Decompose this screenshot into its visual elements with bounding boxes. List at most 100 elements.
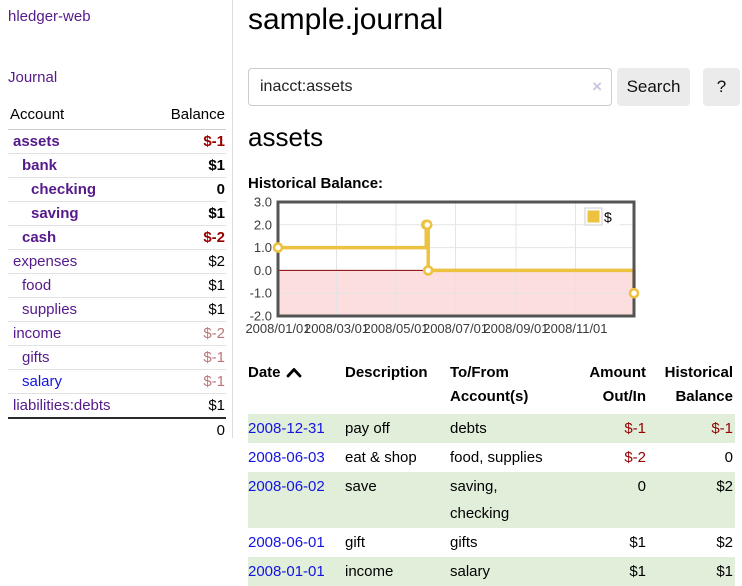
transaction-description: income	[345, 563, 394, 580]
transaction-accounts: debts	[450, 420, 487, 437]
historical-balance-chart: $3.0 2.0 1.0 0.0 -1.0 -2.02008/01/012008/03/0…	[245, 196, 640, 336]
transaction-accounts: food, supplies	[450, 449, 543, 466]
transaction-balance: $2	[716, 478, 733, 495]
transaction-row[interactable]: 2008-06-02 save saving, checking 0 $2	[248, 472, 735, 528]
account-row: saving $1	[8, 201, 226, 226]
transaction-description: save	[345, 478, 377, 495]
svg-text:2008/09/01: 2008/09/01	[483, 321, 548, 336]
register-table: Date Description To/From Account(s) Amou…	[248, 359, 735, 586]
help-button[interactable]: ?	[703, 68, 740, 106]
balance-column-header: Historical Balance	[664, 364, 733, 405]
transaction-date-link[interactable]: 2008-12-31	[248, 420, 325, 437]
balance-column-header: Balance	[147, 102, 226, 130]
accounts-table-header: Account Balance	[8, 102, 226, 130]
svg-text:$: $	[604, 209, 612, 225]
transaction-accounts: salary	[450, 563, 491, 580]
transaction-description: gift	[345, 534, 366, 551]
account-link[interactable]: liabilities:debts	[13, 397, 111, 414]
search-input[interactable]	[248, 68, 612, 106]
account-row: gifts $-1	[8, 345, 226, 370]
account-link[interactable]: checking	[31, 181, 97, 198]
account-balance: $-1	[147, 129, 226, 154]
transaction-accounts: gifts	[450, 534, 478, 551]
account-row: food $1	[8, 273, 226, 298]
svg-text:-2.0: -2.0	[250, 309, 272, 324]
account-link[interactable]: supplies	[22, 301, 78, 318]
account-row: cash $-2	[8, 225, 226, 250]
account-balance: $1	[147, 393, 226, 419]
transaction-row[interactable]: 2008-12-31 pay off debts $-1 $-1	[248, 414, 735, 443]
page-title: sample.journal	[248, 3, 444, 36]
account-link[interactable]: gifts	[22, 349, 50, 366]
account-link[interactable]: assets	[13, 133, 60, 150]
transaction-amount: $-1	[624, 420, 646, 437]
account-balance: $1	[147, 201, 226, 226]
app-brand-link[interactable]: hledger-web	[8, 8, 91, 25]
account-row: assets $-1	[8, 129, 226, 154]
svg-text:3.0: 3.0	[254, 196, 272, 210]
svg-text:-1.0: -1.0	[250, 286, 272, 301]
transaction-date-link[interactable]: 2008-01-01	[248, 563, 325, 580]
account-link[interactable]: bank	[22, 157, 58, 174]
account-balance: $1	[147, 297, 226, 322]
account-balance: $1	[147, 153, 226, 178]
transaction-date-link[interactable]: 2008-06-03	[248, 449, 325, 466]
main-content: sample.journal × Search ? assets Histori…	[245, 0, 742, 586]
transaction-description: eat & shop	[345, 449, 417, 466]
transaction-amount: $1	[629, 534, 646, 551]
transaction-amount: 0	[637, 478, 646, 495]
account-row: checking 0	[8, 177, 226, 202]
accounts-balance-table: Account Balance assets $-1 bank $1 checking 0…	[8, 102, 226, 442]
transaction-accounts: saving, checking	[450, 478, 510, 522]
chart-title: Historical Balance:	[248, 175, 384, 192]
account-balance: 0	[147, 177, 226, 202]
accounts-total-row: 0	[8, 417, 226, 442]
account-row: salary $-1	[8, 369, 226, 394]
search-button[interactable]: Search	[617, 68, 690, 106]
account-row: expenses $2	[8, 249, 226, 274]
svg-text:2008/03/01: 2008/03/01	[304, 321, 369, 336]
date-column-header[interactable]: Date	[248, 359, 345, 414]
account-link[interactable]: expenses	[13, 253, 78, 270]
transaction-balance: $-1	[711, 420, 733, 437]
account-row: income $-2	[8, 321, 226, 346]
svg-text:2008/07/01: 2008/07/01	[423, 321, 488, 336]
account-balance: $-2	[147, 225, 226, 250]
description-column-header: Description	[345, 364, 428, 381]
account-heading: assets	[248, 122, 324, 152]
account-balance: $2	[147, 249, 226, 274]
transaction-amount: $1	[629, 563, 646, 580]
account-row: liabilities:debts $1	[8, 393, 226, 419]
account-link[interactable]: food	[22, 277, 52, 294]
account-link[interactable]: saving	[31, 205, 79, 222]
transaction-balance: $1	[716, 563, 733, 580]
transaction-date-link[interactable]: 2008-06-02	[248, 478, 325, 495]
account-link[interactable]: income	[13, 325, 62, 342]
transaction-date-link[interactable]: 2008-06-01	[248, 534, 325, 551]
svg-text:2.0: 2.0	[254, 217, 272, 232]
accounts-total-balance: 0	[147, 417, 226, 442]
account-balance: $-1	[147, 369, 226, 394]
sort-ascending-icon	[286, 368, 301, 378]
transaction-row[interactable]: 2008-06-03 eat & shop food, supplies $-2 0	[248, 443, 735, 472]
svg-text:2008/11/01: 2008/11/01	[543, 321, 607, 336]
transaction-row[interactable]: 2008-06-01 gift gifts $1 $2	[248, 528, 735, 557]
clear-search-icon[interactable]: ×	[592, 77, 602, 96]
search-form: × Search ?	[248, 68, 740, 106]
account-link[interactable]: cash	[22, 229, 57, 246]
transaction-description: pay off	[345, 420, 390, 437]
account-balance: $-2	[147, 321, 226, 346]
transaction-amount: $-2	[624, 449, 646, 466]
account-link[interactable]: salary	[22, 373, 63, 390]
accounts-column-header: To/From Account(s)	[450, 364, 529, 405]
register-header-row: Date Description To/From Account(s) Amou…	[248, 359, 735, 414]
transaction-balance: $2	[716, 534, 733, 551]
transaction-balance: 0	[724, 449, 733, 466]
account-row: supplies $1	[8, 297, 226, 322]
account-row: bank $1	[8, 153, 226, 178]
amount-column-header: Amount Out/In	[589, 364, 646, 405]
svg-text:2008/05/01: 2008/05/01	[363, 321, 428, 336]
sidebar-item-journal[interactable]: Journal	[8, 69, 58, 86]
svg-text:0.0: 0.0	[254, 263, 272, 278]
transaction-row[interactable]: 2008-01-01 income salary $1 $1	[248, 557, 735, 586]
